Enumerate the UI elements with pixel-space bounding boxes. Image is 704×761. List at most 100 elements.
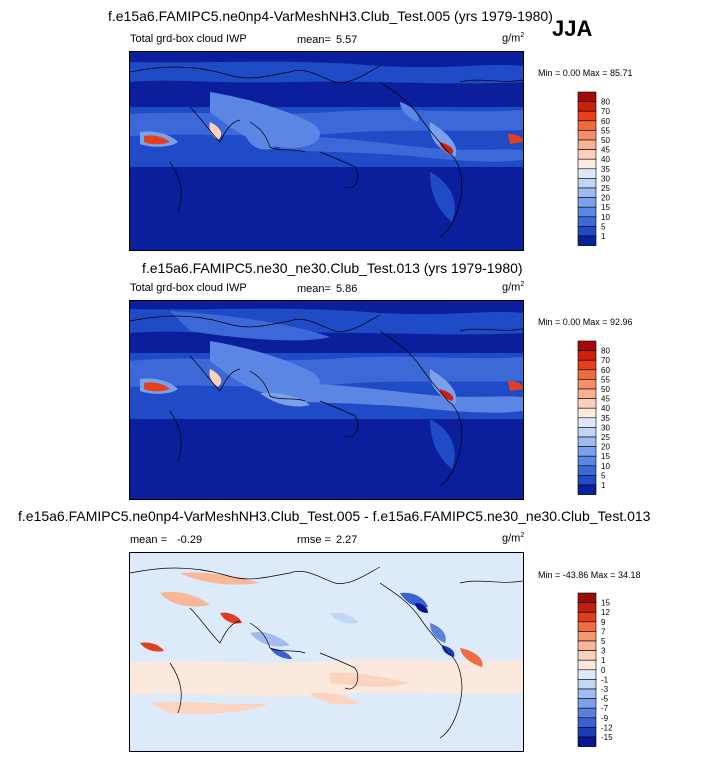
colorbar-3-tick-label: 12 — [601, 608, 610, 617]
colorbar-3-tick-label: 9 — [601, 618, 606, 627]
colorbar-1-swatch — [577, 139, 597, 150]
colorbar-3-swatch — [577, 650, 597, 661]
panel-2-colorbar: 80 70 60 55 50 45 40 35 30 25 20 15 10 5 1 — [577, 340, 627, 495]
colorbar-3-swatch — [577, 621, 597, 632]
panel-3-minmax: Min = -43.86 Max = 34.18 — [538, 570, 641, 580]
colorbar-2-swatch — [577, 446, 597, 457]
colorbar-1-tick-label: 45 — [601, 146, 610, 155]
colorbar-2-swatch — [577, 475, 597, 486]
colorbar-2-tick-label: 45 — [601, 395, 610, 404]
colorbar-2-swatch — [577, 340, 597, 351]
colorbar-3-tick-label: 3 — [601, 647, 606, 656]
colorbar-2-swatch — [577, 455, 597, 467]
colorbar-1-swatch — [577, 216, 597, 227]
panel-1-variable-label: Total grd-box cloud IWP — [130, 33, 247, 45]
colorbar-2-tick-label: 40 — [601, 404, 610, 413]
colorbar-2-tick-label: 20 — [601, 443, 610, 452]
colorbar-3-tick-label: 0 — [601, 666, 606, 675]
colorbar-3-swatch — [577, 631, 597, 642]
colorbar-3-swatch — [577, 717, 597, 728]
colorbar-1-swatch — [577, 149, 597, 160]
iwp-map-2 — [130, 301, 523, 499]
colorbar-2-tick-label: 30 — [601, 423, 610, 432]
colorbar-3-swatch — [577, 669, 597, 680]
colorbar-2-swatch — [577, 427, 597, 438]
panel-3-units: g/m2 — [502, 532, 525, 545]
colorbar-2-tick-label: 5 — [601, 471, 606, 480]
colorbar-2-tick-label: 55 — [601, 375, 610, 384]
colorbar-2-swatch — [577, 436, 597, 447]
colorbar-3-swatch — [577, 688, 597, 699]
colorbar-1-tick-label: 40 — [601, 155, 610, 164]
colorbar-1-tick-label: 15 — [601, 203, 610, 212]
colorbar-3-swatch — [577, 659, 597, 671]
panel-1-mean-value: 5.57 — [336, 34, 358, 46]
colorbar-3-swatch — [577, 611, 597, 623]
colorbar-3-tick-label: 5 — [601, 637, 606, 646]
colorbar-1-swatch — [577, 120, 597, 131]
colorbar-1-swatch — [577, 178, 597, 189]
colorbar-1-tick-label: 25 — [601, 184, 610, 193]
colorbar-1-tick-label: 60 — [601, 117, 610, 126]
colorbar-3-swatch — [577, 736, 597, 747]
colorbar-1-swatch — [577, 110, 597, 122]
panel-2-title: f.e15a6.FAMIPC5.ne30_ne30.Club_Test.013 … — [142, 260, 523, 276]
colorbar-3-tick-label: -3 — [601, 685, 609, 694]
colorbar-2-swatch — [577, 388, 597, 399]
colorbar-3-tick-label: 15 — [601, 599, 610, 608]
panel-3-map — [129, 552, 524, 752]
panel-3-rmse-value: 2.27 — [336, 534, 358, 546]
colorbar-1-tick-label: 5 — [601, 222, 606, 231]
colorbar-3-tick-label: 1 — [601, 656, 606, 665]
colorbar-2-tick-label: 35 — [601, 414, 610, 423]
colorbar-1-tick-label: 1 — [601, 232, 606, 241]
panel-2-variable-label: Total grd-box cloud IWP — [130, 282, 247, 294]
colorbar-2-tick-label: 25 — [601, 433, 610, 442]
colorbar-3-swatch — [577, 679, 597, 690]
colorbar-3-tick-label: -9 — [601, 714, 609, 723]
colorbar-1-tick-label: 50 — [601, 136, 610, 145]
panel-3-title: f.e15a6.FAMIPC5.ne0np4-VarMeshNH3.Club_T… — [18, 508, 651, 524]
colorbar-2-tick-label: 10 — [601, 462, 610, 471]
colorbar-1-swatch — [577, 197, 597, 208]
colorbar-1-tick-label: 20 — [601, 194, 610, 203]
panel-3-colorbar: 15 12 9 7 5 3 1 0 -1 -3 -5 -7 -9 -12 -15 — [577, 592, 627, 747]
colorbar-1-swatch — [577, 226, 597, 237]
colorbar-1-swatch — [577, 187, 597, 198]
colorbar-1-swatch — [577, 130, 597, 141]
colorbar-1-tick-label: 70 — [601, 107, 610, 116]
colorbar-2-swatch — [577, 465, 597, 476]
colorbar-3-tick-label: -1 — [601, 675, 609, 684]
colorbar-3-swatch — [577, 727, 597, 738]
colorbar-2-swatch — [577, 369, 597, 380]
colorbar-3-tick-label: -15 — [601, 733, 613, 742]
colorbar-3-tick-label: -12 — [601, 723, 613, 732]
colorbar-2-tick-label: 1 — [601, 481, 606, 490]
panel-2-units: g/m2 — [502, 281, 525, 294]
panel-1-map — [129, 51, 524, 251]
season-label: JJA — [552, 16, 593, 41]
colorbar-2-tick-label: 70 — [601, 356, 610, 365]
panel-1-title: f.e15a6.FAMIPC5.ne0np4-VarMeshNH3.Club_T… — [108, 8, 553, 24]
colorbar-3-swatch — [577, 592, 597, 603]
colorbar-2-tick-label: 15 — [601, 452, 610, 461]
colorbar-2-swatch — [577, 359, 597, 371]
colorbar-2-swatch — [577, 398, 597, 409]
colorbar-1-swatch — [577, 91, 597, 102]
colorbar-1-swatch — [577, 168, 597, 179]
panel-1-mean-label: mean= — [297, 34, 331, 46]
colorbar-1-tick-label: 55 — [601, 126, 610, 135]
colorbar-2-tick-label: 50 — [601, 385, 610, 394]
panel-1-minmax: Min = 0.00 Max = 85.71 — [538, 68, 633, 78]
colorbar-3-swatch — [577, 698, 597, 709]
iwp-map-1 — [130, 52, 523, 250]
panel-2-minmax: Min = 0.00 Max = 92.96 — [538, 317, 633, 327]
colorbar-1-tick-label: 35 — [601, 165, 610, 174]
panel-2-mean-label: mean= — [297, 283, 331, 295]
panel-3-rmse-label: rmse = — [297, 534, 331, 546]
colorbar-3-swatch — [577, 602, 597, 613]
colorbar-2-tick-label: 60 — [601, 366, 610, 375]
panel-3-mean-value: -0.29 — [177, 534, 203, 546]
